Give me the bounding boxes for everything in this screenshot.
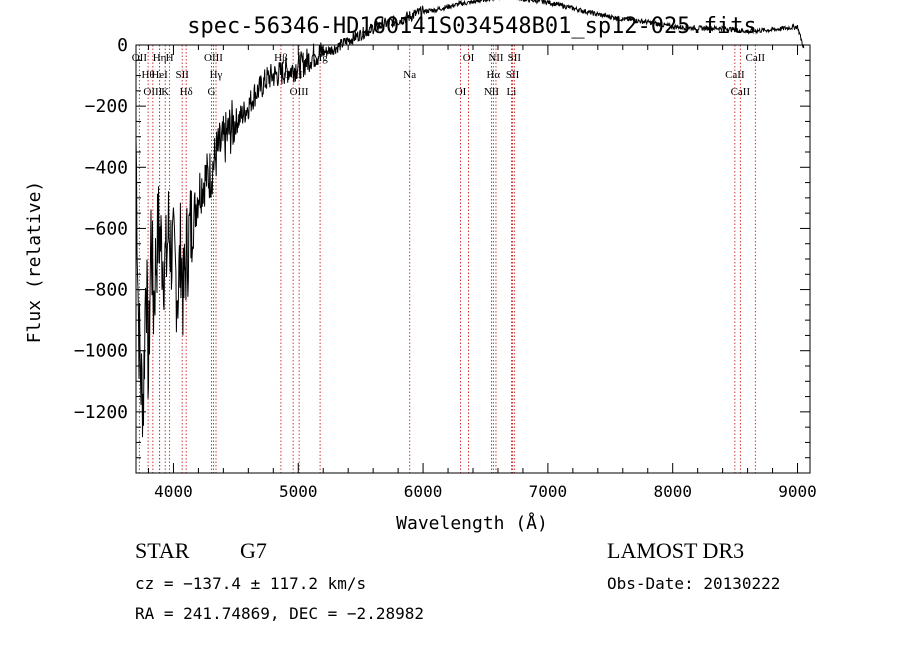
- line-marker-label: H: [166, 52, 174, 64]
- y-tick-label-top: 0: [117, 35, 128, 56]
- line-marker-label: Hβ: [274, 52, 288, 64]
- survey-label: LAMOST DR3: [607, 538, 745, 563]
- y-axis-label: Flux (relative): [24, 181, 45, 344]
- x-tick-label: 6000: [404, 482, 443, 501]
- obs-date-label: Obs-Date: 20130222: [607, 574, 781, 593]
- line-marker-label: Na: [403, 69, 416, 81]
- line-marker-label: Hγ: [210, 69, 223, 81]
- line-marker-label: OIII: [204, 52, 223, 64]
- line-marker-label: OIII: [290, 86, 309, 98]
- plot-frame: [135, 44, 811, 474]
- line-marker-label-group: OIIHθOIIIHηHeIKHSIIHδOIIIHγGHβOIIIOIIIMg…: [132, 52, 766, 98]
- y-tick-label: −1200: [74, 402, 128, 423]
- line-marker-label: Hα: [486, 69, 500, 81]
- line-marker-label: Hθ: [141, 69, 154, 81]
- line-marker-label: CaII: [731, 86, 751, 98]
- line-marker-label: OI: [455, 86, 467, 98]
- line-marker-label: OII: [132, 52, 148, 64]
- line-marker-label: Li: [507, 86, 517, 98]
- y-tick-label: −200: [85, 96, 128, 117]
- line-marker-label: K: [161, 86, 169, 98]
- line-marker-label: SII: [175, 69, 189, 81]
- line-marker-label: NII: [488, 52, 504, 64]
- line-marker-label: Hδ: [180, 86, 193, 98]
- line-marker-label: NII: [484, 86, 500, 98]
- redshift-label: cz = −137.4 ± 117.2 km/s: [135, 574, 367, 593]
- x-tick-label: 9000: [778, 482, 817, 501]
- object-type-label: STAR: [135, 538, 190, 563]
- x-tick-label: 7000: [529, 482, 568, 501]
- y-tick-label: −600: [85, 218, 128, 239]
- line-marker-label: Hη: [153, 52, 167, 64]
- y-tick-label: −1000: [74, 341, 128, 362]
- x-axis: 4000 5000 6000 7000 8000 9000: [147, 45, 817, 501]
- y-tick-label: −800: [85, 280, 128, 301]
- x-tick-label: 8000: [653, 482, 692, 501]
- y-tick-label: −400: [85, 157, 128, 178]
- line-marker-label: CaII: [746, 52, 766, 64]
- chart-title: spec-56346-HD160141S034548B01_sp12-025.f…: [187, 14, 757, 39]
- x-tick-label: 4000: [154, 482, 193, 501]
- spectrum-line: [135, 0, 805, 438]
- line-marker-label: SII: [506, 69, 520, 81]
- coordinates-label: RA = 241.74869, DEC = −2.28982: [135, 604, 424, 623]
- line-marker-label: G: [208, 86, 216, 98]
- y-axis: −1200 −1000 −800 −600 −400 −200 0: [74, 35, 810, 459]
- line-marker-label: OI: [463, 52, 475, 64]
- x-tick-label: 5000: [279, 482, 318, 501]
- line-marker-label: SII: [508, 52, 522, 64]
- line-marker-label: HeI: [151, 69, 168, 81]
- line-marker-label: CaII: [725, 69, 745, 81]
- line-marker-label: OIII: [143, 86, 162, 98]
- subclass-label: G7: [240, 538, 267, 563]
- x-axis-label: Wavelength (Å): [396, 512, 548, 534]
